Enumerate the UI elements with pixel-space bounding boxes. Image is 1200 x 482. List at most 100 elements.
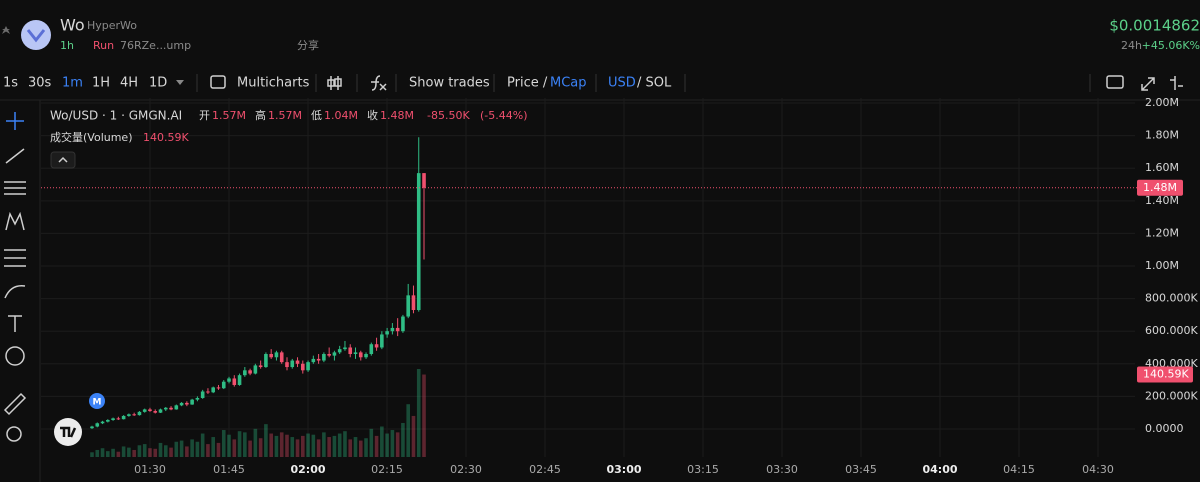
ohlc-name: 开 <box>199 109 210 122</box>
candle-body <box>395 327 400 332</box>
x-tick-label: 04:15 <box>1003 463 1035 476</box>
price-toggle[interactable]: Price / <box>507 76 548 91</box>
projection-tool[interactable] <box>4 249 26 267</box>
multicharts[interactable]: Multicharts <box>237 76 310 91</box>
crosshair-tool[interactable] <box>6 112 24 130</box>
candle-body <box>121 415 126 420</box>
address[interactable]: 76RZe...ump <box>120 39 191 52</box>
period: 24h <box>1121 39 1142 52</box>
more-intervals[interactable] <box>176 80 184 85</box>
settings-icon[interactable] <box>1170 76 1183 90</box>
candle-body <box>132 414 136 416</box>
candle-body <box>248 370 252 374</box>
candle-body <box>306 362 310 371</box>
share[interactable]: 分享 <box>297 38 319 52</box>
volume-bar <box>264 424 268 457</box>
volume-bar <box>343 431 347 457</box>
volume-bar <box>95 449 100 457</box>
volume-bar <box>358 440 363 457</box>
emoji-tool[interactable] <box>5 346 25 366</box>
volume-bar <box>337 433 342 457</box>
candle-body <box>211 387 216 393</box>
volume-bar <box>211 437 216 457</box>
volume-bar <box>243 432 247 457</box>
interval[interactable]: 1s <box>3 76 18 91</box>
symbol: Wo <box>60 16 85 35</box>
x-tick-label: 04:30 <box>1082 463 1114 476</box>
header: Wo HyperWo 1h Run 76RZe...ump 分享 $0.0014… <box>2 16 1200 52</box>
trendline-tool[interactable] <box>5 148 25 164</box>
last-price-tag <box>1137 179 1183 196</box>
volume-bar <box>369 428 374 457</box>
y-tick-label: 0.0000 <box>1145 422 1184 435</box>
volume-bar <box>327 437 331 457</box>
multicharts-icon[interactable] <box>210 75 226 89</box>
volume-bar <box>348 439 353 457</box>
ruler-tool[interactable] <box>3 392 27 416</box>
price: $0.0014862 <box>1109 17 1200 35</box>
x-tick-label: 04:00 <box>922 463 957 476</box>
pattern-tool[interactable] <box>5 211 25 231</box>
volume-bar <box>121 446 126 457</box>
candle-body <box>163 407 168 410</box>
change-value: -85.50K <box>427 109 470 122</box>
candle-body <box>232 378 237 385</box>
volume-bar <box>316 439 321 457</box>
ohlc-name: 低 <box>311 109 322 122</box>
interval[interactable]: 1m <box>62 76 83 91</box>
volume-title: 成交量(Volume) <box>50 130 133 144</box>
event-marker-label: M <box>93 398 102 408</box>
sol-toggle[interactable]: / SOL <box>637 76 672 91</box>
ohlc-value: 1.04M <box>324 109 358 122</box>
volume-bar <box>100 448 105 457</box>
zoom-tool[interactable] <box>6 426 22 442</box>
candle-body <box>243 370 247 376</box>
interval[interactable]: 1D <box>149 76 167 91</box>
candle-body <box>169 407 173 410</box>
volume-bar <box>185 446 189 457</box>
volume-bar <box>390 430 395 457</box>
volume-bar <box>364 438 368 457</box>
x-tick-label: 03:45 <box>845 463 877 476</box>
volume-bar <box>385 433 389 457</box>
mcap-toggle[interactable]: MCap <box>550 76 587 91</box>
candle-body <box>195 398 200 400</box>
volume-bar <box>411 415 416 457</box>
text-tool[interactable] <box>8 315 22 332</box>
candle-body <box>237 375 242 385</box>
favorite-star[interactable] <box>2 26 10 34</box>
volume-bar <box>153 448 158 457</box>
interval[interactable]: 1H <box>92 76 110 91</box>
indicator-icon[interactable] <box>371 75 387 91</box>
collapse-legend[interactable] <box>50 151 76 169</box>
show-trades[interactable]: Show trades <box>409 76 490 91</box>
volume-bar <box>142 444 147 457</box>
candle-body <box>206 391 210 393</box>
usd-toggle[interactable]: USD <box>608 76 636 91</box>
candle-body <box>374 344 379 348</box>
token-logo <box>21 20 51 50</box>
fullscreen-icon[interactable] <box>1141 77 1155 91</box>
candle-body <box>301 363 305 371</box>
interval[interactable]: 30s <box>28 76 52 91</box>
brush-tool[interactable] <box>4 285 26 299</box>
name: HyperWo <box>87 19 137 32</box>
volume-bar <box>116 451 121 457</box>
change: +45.06K% <box>1142 39 1200 52</box>
interval[interactable]: 4H <box>120 76 138 91</box>
screenshot-icon[interactable] <box>1106 75 1124 89</box>
event-marker <box>89 393 105 409</box>
volume-bar <box>258 438 263 457</box>
y-tick-label: 2.00M <box>1145 96 1179 109</box>
candle-body <box>111 418 115 421</box>
candle-body <box>279 352 284 363</box>
volume-bar <box>232 439 237 457</box>
chart-style-icon[interactable] <box>327 76 342 90</box>
y-tick-label: 1.80M <box>1145 129 1179 142</box>
fib-tool[interactable] <box>4 181 26 195</box>
x-tick-label: 02:45 <box>529 463 561 476</box>
candle-body <box>416 173 421 311</box>
candle-body <box>316 358 321 361</box>
volume-bar <box>148 448 152 457</box>
y-tick-label: 600.000K <box>1145 324 1198 337</box>
